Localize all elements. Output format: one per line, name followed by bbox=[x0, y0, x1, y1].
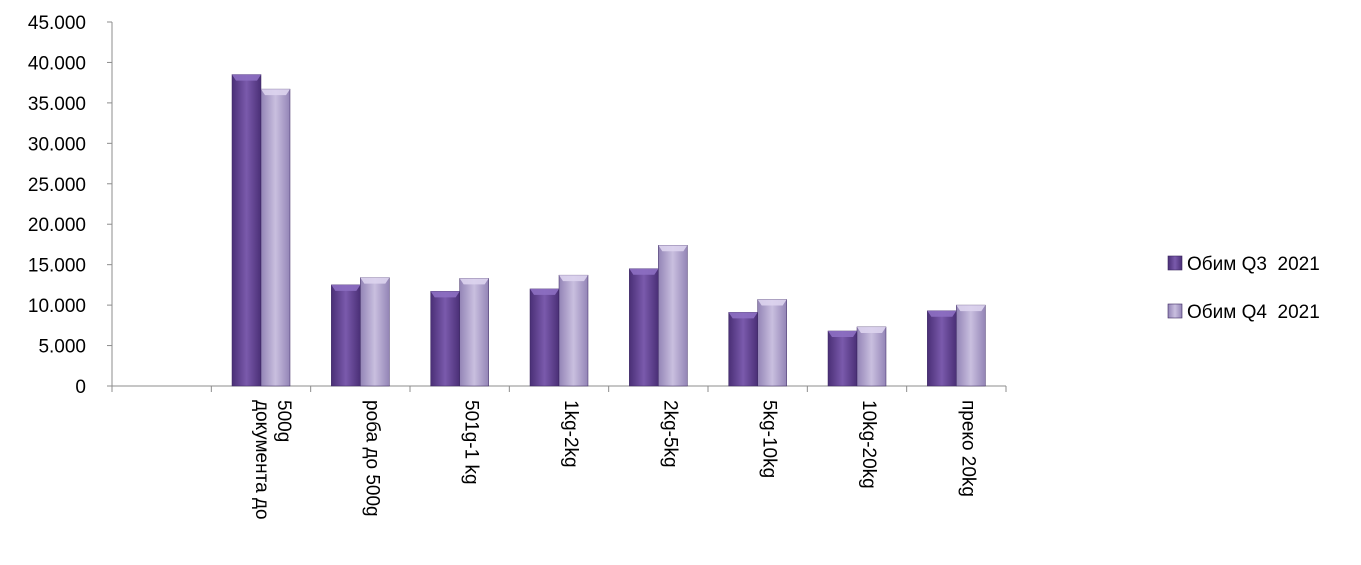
x-category-label: роба до 500g bbox=[361, 400, 382, 517]
bar-bevel bbox=[430, 291, 460, 298]
bar-bevel bbox=[658, 245, 688, 252]
bar-bevel bbox=[828, 330, 857, 337]
bar bbox=[956, 304, 986, 387]
x-category-label: преко 20kg bbox=[957, 400, 978, 497]
bar-body bbox=[658, 245, 688, 387]
bar-body bbox=[331, 284, 361, 387]
y-tick-label: 45.000 bbox=[28, 13, 86, 34]
bar-bevel bbox=[559, 275, 588, 282]
x-category-label: 5kg-10kg bbox=[759, 400, 780, 478]
bar bbox=[430, 291, 460, 387]
bar bbox=[558, 274, 589, 387]
bar bbox=[927, 310, 957, 387]
legend-item: Обим Q4 2021 bbox=[1167, 302, 1320, 323]
x-category-label: документа до500g bbox=[251, 400, 294, 520]
bar bbox=[629, 268, 659, 387]
bar-bevel bbox=[530, 288, 559, 295]
y-axis: 0 5.000 10.000 15.000 20.000 25.000 30.000 35.0… bbox=[28, 13, 113, 398]
bar-body bbox=[430, 291, 460, 387]
bar-bevel bbox=[232, 74, 261, 81]
legend-label: Обим Q3 2021 bbox=[1187, 254, 1320, 275]
x-category-label-line: преко 20kg bbox=[957, 400, 978, 497]
legend-label: Обим Q4 2021 bbox=[1187, 302, 1320, 323]
bar bbox=[459, 278, 489, 387]
bar bbox=[856, 326, 887, 387]
bar bbox=[360, 277, 390, 387]
bar-body bbox=[360, 277, 390, 387]
bar-body bbox=[927, 310, 957, 387]
bar bbox=[331, 284, 361, 387]
bar-body bbox=[956, 304, 986, 387]
bar-body bbox=[827, 330, 858, 387]
x-category-label-line: 10kg-20kg bbox=[858, 400, 879, 489]
bar-bevel bbox=[459, 278, 489, 285]
bar-body bbox=[231, 74, 262, 387]
bar bbox=[658, 245, 688, 387]
bar-bevel bbox=[261, 89, 290, 96]
y-tick-label: 20.000 bbox=[28, 215, 86, 236]
x-category-label: 501g-1 kg bbox=[461, 400, 482, 485]
bar bbox=[260, 88, 291, 387]
bar-body bbox=[728, 312, 758, 387]
legend-item: Обим Q3 2021 bbox=[1167, 254, 1320, 275]
legend-swatch bbox=[1167, 303, 1183, 319]
x-category-label-line: документа до bbox=[251, 400, 272, 520]
x-category-label: 10kg-20kg bbox=[858, 400, 879, 489]
y-tick-label: 0 bbox=[75, 377, 86, 398]
y-tick-label: 5.000 bbox=[38, 337, 86, 358]
bar-body bbox=[529, 288, 560, 387]
bar bbox=[827, 330, 858, 387]
bar-body bbox=[629, 268, 659, 387]
x-category-label-line: 2kg-5kg bbox=[659, 400, 680, 468]
bar-bevel bbox=[331, 284, 361, 291]
bar-bevel bbox=[956, 305, 986, 312]
x-category-label-line: 500g bbox=[273, 400, 294, 442]
bar-body bbox=[260, 88, 291, 387]
bar-bevel bbox=[728, 312, 758, 319]
y-tick-label: 10.000 bbox=[28, 296, 86, 317]
y-tick-label: 25.000 bbox=[28, 175, 86, 196]
bar bbox=[757, 299, 787, 387]
x-category-label-line: 1kg-2kg bbox=[560, 400, 581, 468]
bar-bevel bbox=[757, 299, 787, 306]
bar-bevel bbox=[629, 268, 659, 275]
bar-bevel bbox=[927, 310, 957, 317]
y-tick-label: 15.000 bbox=[28, 256, 86, 277]
bar-body bbox=[757, 299, 787, 387]
y-tick-label: 40.000 bbox=[28, 53, 86, 74]
bar bbox=[231, 74, 262, 387]
y-tick-label: 35.000 bbox=[28, 94, 86, 115]
x-category-label: 1kg-2kg bbox=[560, 400, 581, 468]
bar-bevel bbox=[857, 326, 886, 333]
y-tick-label: 30.000 bbox=[28, 134, 86, 155]
x-category-label-line: 5kg-10kg bbox=[759, 400, 780, 478]
x-category-label-line: 501g-1 kg bbox=[461, 400, 482, 485]
bar bbox=[529, 288, 560, 387]
legend: Обим Q3 2021 Обим Q4 2021 bbox=[1167, 254, 1320, 323]
bar-bevel bbox=[360, 277, 390, 284]
bar-body bbox=[558, 274, 589, 387]
legend-swatch bbox=[1167, 255, 1183, 271]
bar-body bbox=[459, 278, 489, 387]
x-category-label-line: роба до 500g bbox=[361, 400, 382, 517]
x-axis: документа до500g роба до 500g 501g-1 kg 1kg… bbox=[111, 385, 1007, 520]
bar bbox=[728, 312, 758, 387]
bars bbox=[231, 74, 986, 387]
x-category-label: 2kg-5kg bbox=[659, 400, 680, 468]
bar-body bbox=[856, 326, 887, 387]
